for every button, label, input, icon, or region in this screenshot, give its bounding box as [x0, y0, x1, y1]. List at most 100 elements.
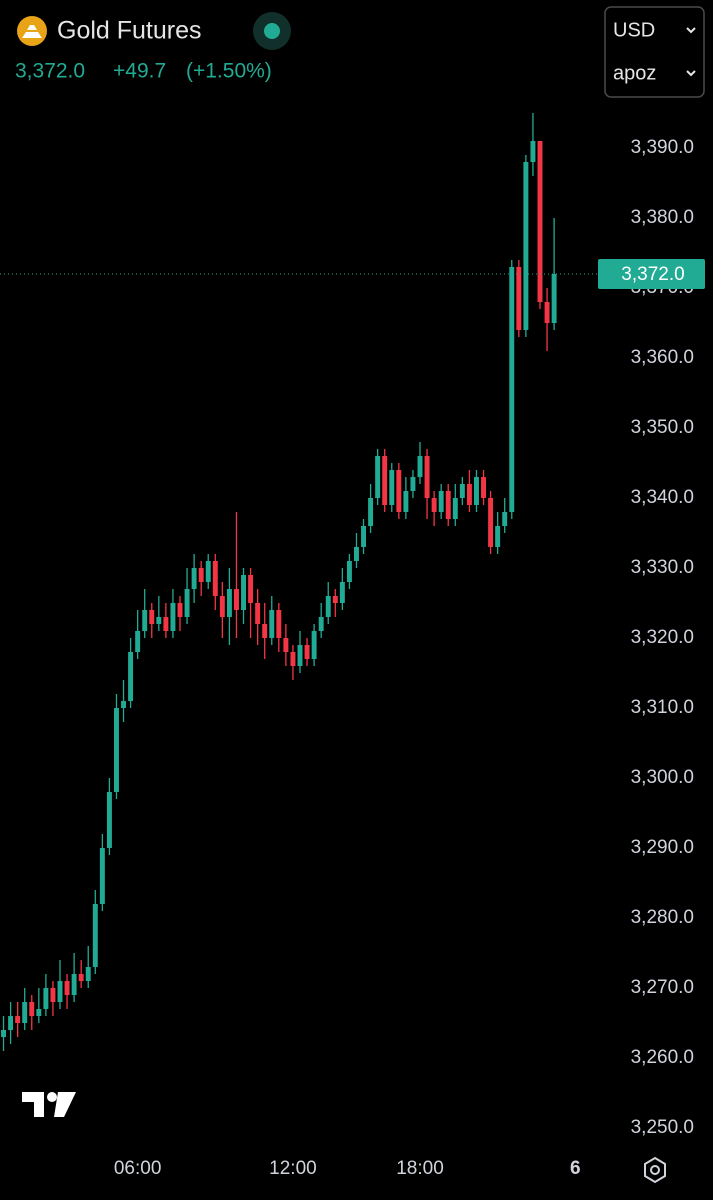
candle-body — [474, 476, 479, 505]
candle-body — [156, 617, 162, 625]
candle-body — [78, 974, 84, 982]
candle-body — [530, 140, 536, 162]
candle-body — [163, 617, 169, 632]
y-tick-label: 3,280.0 — [631, 907, 694, 928]
candle-body — [523, 161, 529, 330]
y-tick-label: 3,350.0 — [631, 417, 694, 438]
candle-body — [452, 497, 458, 519]
candle-body — [304, 645, 310, 660]
last-price-label: 3,372.0 — [621, 264, 684, 285]
candle-body — [191, 567, 197, 590]
tradingview-logo — [22, 1092, 76, 1117]
candle-body — [375, 455, 381, 498]
candle-body — [368, 497, 374, 526]
candle-body — [410, 476, 416, 491]
x-tick-label: 06:00 — [114, 1158, 162, 1179]
y-tick-label: 3,320.0 — [631, 627, 694, 648]
candle-body — [36, 1009, 42, 1017]
x-tick-label: 6 — [570, 1158, 581, 1179]
candle-body — [50, 988, 56, 1003]
candle-body — [269, 610, 275, 639]
candle-body — [276, 610, 282, 639]
candle-body — [226, 589, 232, 618]
y-tick-label: 3,340.0 — [631, 487, 694, 508]
currency-select[interactable]: USD — [613, 19, 655, 41]
chevron — [686, 27, 696, 34]
candle-body — [488, 497, 494, 547]
candle-body — [255, 603, 261, 625]
candle-body — [403, 490, 409, 512]
candle-body — [283, 638, 289, 653]
symbol-title[interactable]: Gold Futures — [57, 17, 202, 45]
plot: 3,250.0 3,260.0 3,270.0 3,280.0 3,290.0 3,300… — [0, 112, 705, 1179]
candle-body — [128, 652, 134, 702]
candle-body — [438, 490, 444, 512]
candle-body — [361, 525, 366, 547]
quote-change-pct: (+1.50%) — [186, 60, 272, 83]
candle-body — [234, 589, 239, 611]
candle-body — [106, 792, 112, 849]
quote-change: +49.7 — [113, 60, 166, 83]
candle-body — [516, 266, 522, 330]
candle-body — [121, 701, 126, 709]
candle-body — [396, 469, 402, 512]
last-price-box — [598, 258, 705, 289]
unit-select[interactable]: apoz — [613, 62, 656, 84]
candle-body — [212, 560, 218, 597]
candle-body — [297, 645, 303, 667]
candle-body — [15, 1016, 21, 1024]
candle-body — [537, 140, 543, 302]
y-tick-label: 3,330.0 — [631, 557, 694, 578]
quote-price: 3,372.0 — [15, 60, 85, 83]
candle-body — [495, 525, 501, 547]
candle-body — [389, 469, 395, 505]
y-tick-label: 3,380.0 — [631, 207, 694, 228]
candle-body — [290, 652, 296, 667]
y-tick-label: 3,250.0 — [631, 1117, 694, 1138]
candle-body — [198, 567, 204, 583]
candle-body — [551, 273, 557, 323]
candle-body — [43, 988, 49, 1010]
candle-body — [431, 497, 437, 512]
candle-body — [311, 631, 317, 660]
candle-body — [417, 455, 423, 477]
candle-body — [466, 483, 472, 505]
candle-body — [92, 904, 98, 968]
candle-body — [22, 1002, 28, 1024]
market-status-dot — [264, 23, 280, 39]
candle-body — [85, 967, 91, 982]
symbol-logo — [17, 16, 47, 46]
candle-body — [332, 596, 338, 604]
candle-body — [346, 560, 352, 583]
y-tick-label: 3,360.0 — [631, 347, 694, 368]
y-tick-label: 3,310.0 — [631, 697, 694, 718]
candle-body — [71, 974, 77, 996]
candle-body — [1, 1030, 6, 1038]
candle-body — [382, 455, 388, 505]
candle-body — [481, 476, 486, 498]
candle-body — [544, 301, 550, 323]
candle-body — [318, 617, 324, 632]
y-tick-label: 3,390.0 — [631, 137, 694, 158]
candle-body — [509, 266, 515, 512]
candle-body — [424, 455, 430, 498]
candle-body — [64, 981, 70, 996]
candle-body — [184, 589, 190, 618]
chevron — [686, 70, 696, 77]
candle-body — [502, 511, 508, 526]
candle-body — [149, 610, 155, 625]
candle-body — [241, 575, 246, 611]
candle-body — [170, 603, 176, 632]
candle-body — [219, 596, 225, 618]
candle-body — [445, 490, 451, 519]
y-tick-label: 3,290.0 — [631, 837, 694, 858]
candle-body — [177, 603, 183, 618]
candle-body — [99, 848, 105, 905]
x-tick-label: 18:00 — [396, 1158, 444, 1179]
candle-body — [248, 575, 254, 604]
candle-body — [57, 981, 63, 1003]
settings-icon[interactable] — [644, 1156, 666, 1184]
x-tick-label: 12:00 — [269, 1158, 317, 1179]
